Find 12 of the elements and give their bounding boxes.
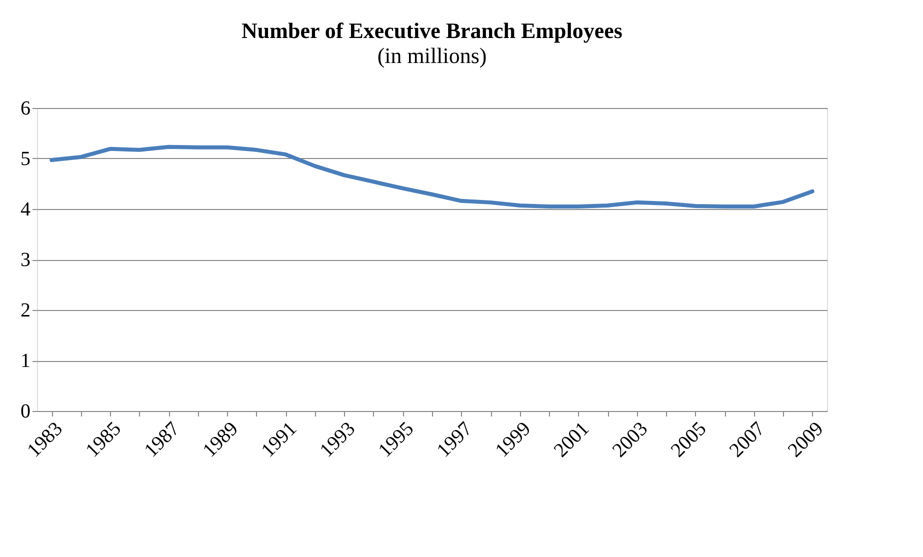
y-tick-label: 0 — [20, 400, 30, 422]
x-tick-label: 2001 — [550, 418, 594, 462]
y-tick-label: 3 — [20, 249, 30, 271]
x-tick-label: 1991 — [257, 418, 302, 462]
chart-title: Number of Executive Branch Employees — [242, 18, 623, 43]
y-tick-label: 6 — [20, 98, 30, 120]
chart-subtitle: (in millions) — [377, 43, 487, 68]
y-tick-label: 2 — [20, 300, 30, 322]
y-tick-label: 4 — [20, 198, 30, 220]
y-tick-label: 1 — [20, 350, 30, 372]
y-tick-label: 5 — [20, 148, 30, 170]
line-series — [50, 144, 814, 208]
